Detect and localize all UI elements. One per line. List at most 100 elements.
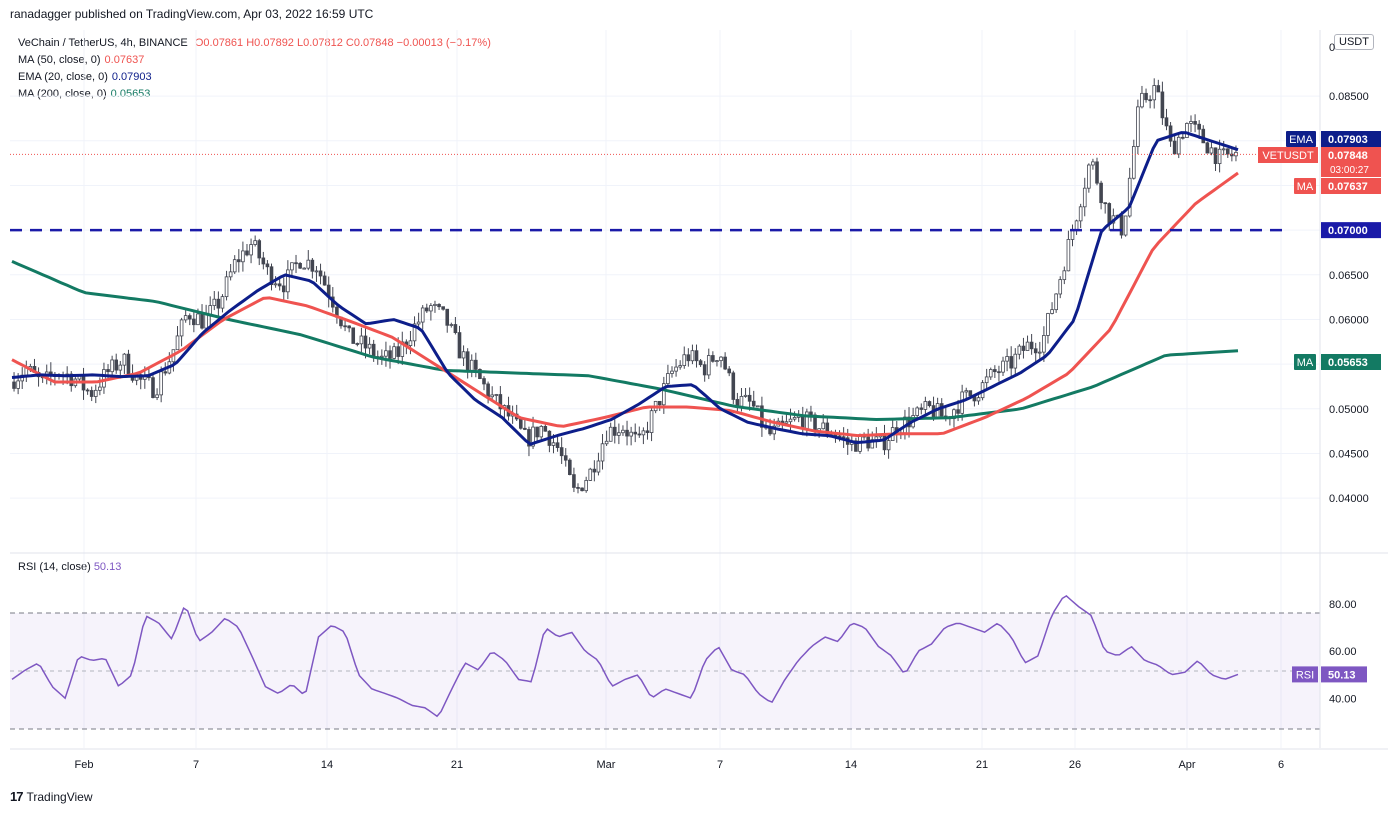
candle-body bbox=[224, 276, 229, 298]
price-tick-label: 0.08500 bbox=[1329, 91, 1369, 103]
candle-body bbox=[408, 340, 413, 346]
candle-body bbox=[760, 405, 764, 428]
price-label-ma: MA 0.07637 bbox=[1294, 178, 1381, 194]
candle-body bbox=[347, 325, 351, 329]
candle-body bbox=[870, 439, 875, 449]
candle-body bbox=[449, 324, 454, 326]
candle-body bbox=[1021, 345, 1026, 351]
candle-body bbox=[1160, 91, 1165, 119]
symbol-row: VeChain / TetherUS, 4h, BINANCE O0.07861… bbox=[18, 35, 491, 52]
candle-body bbox=[1009, 356, 1013, 369]
ema20-line bbox=[11, 131, 1239, 446]
candle-body bbox=[245, 250, 249, 256]
candle-body bbox=[89, 390, 94, 397]
price-label-value-bg bbox=[1321, 178, 1381, 194]
candle-body bbox=[498, 394, 503, 410]
candle-body bbox=[1123, 215, 1128, 236]
candle-body bbox=[118, 364, 123, 371]
candle-body bbox=[1058, 279, 1063, 295]
candle-body bbox=[367, 343, 372, 349]
candle-body bbox=[453, 324, 458, 333]
candle-body bbox=[751, 400, 756, 407]
rsi-tick-label: 60.00 bbox=[1329, 646, 1357, 658]
candle-body bbox=[490, 394, 494, 398]
candle-body bbox=[1025, 341, 1030, 351]
candle-body bbox=[625, 429, 629, 437]
time-tick-label: 21 bbox=[451, 759, 463, 771]
candle-body bbox=[204, 314, 208, 329]
ma50-row[interactable]: MA (50, close, 0) 0.07637 bbox=[18, 52, 491, 69]
candle-body bbox=[322, 275, 327, 286]
candle-body bbox=[747, 394, 752, 402]
candle-body bbox=[993, 369, 997, 373]
candle-body bbox=[576, 487, 580, 489]
ma50-value: 0.07637 bbox=[104, 54, 145, 66]
tradingview-logo-icon[interactable]: 17 bbox=[10, 789, 24, 804]
candle-body bbox=[854, 440, 858, 452]
candle-body bbox=[666, 373, 670, 385]
candle-body bbox=[568, 459, 572, 476]
candle-body bbox=[302, 267, 306, 270]
candle-body bbox=[731, 372, 736, 400]
ema20-row[interactable]: EMA (20, close, 0) 0.07903 bbox=[18, 69, 491, 86]
candle-body bbox=[494, 394, 499, 396]
candle-body bbox=[756, 405, 760, 408]
candle-body bbox=[706, 355, 711, 376]
candle-body bbox=[482, 378, 486, 385]
symbol-name[interactable]: VeChain / TetherUS, 4h, BINANCE bbox=[18, 37, 188, 49]
price-tick-label: 0 bbox=[1329, 42, 1335, 54]
candle-body bbox=[298, 263, 302, 269]
publisher-line: ranadagger published on TradingView.com,… bbox=[10, 7, 374, 21]
candle-body bbox=[261, 257, 266, 265]
time-tick-label: Apr bbox=[1178, 759, 1195, 771]
candle-body bbox=[1221, 148, 1226, 151]
candle-body bbox=[1082, 187, 1087, 208]
candle-body bbox=[1078, 206, 1083, 222]
candle-body bbox=[939, 403, 944, 417]
candle-body bbox=[294, 262, 298, 265]
candle-body bbox=[420, 307, 425, 323]
currency-button[interactable]: USDT bbox=[1334, 34, 1374, 50]
price-label-value-bg bbox=[1321, 354, 1381, 370]
price-label-level: 0.07000 bbox=[1321, 222, 1381, 239]
candle-body bbox=[518, 418, 523, 429]
candle-body bbox=[126, 353, 131, 376]
candle-body bbox=[1131, 146, 1136, 179]
candle-body bbox=[657, 400, 662, 406]
candle-body bbox=[98, 386, 102, 391]
candle-body bbox=[1042, 335, 1046, 353]
candle-body bbox=[1062, 270, 1067, 281]
candle-body bbox=[723, 356, 727, 370]
candle-body bbox=[555, 442, 560, 448]
rsi-legend[interactable]: RSI (14, close) 50.13 bbox=[18, 561, 121, 573]
candle-body bbox=[1201, 128, 1206, 144]
candle-body bbox=[310, 259, 315, 272]
candle-body bbox=[531, 426, 535, 447]
rsi-tick-label: 40.00 bbox=[1329, 693, 1357, 705]
time-tick-label: 26 bbox=[1069, 759, 1081, 771]
candle-body bbox=[1148, 99, 1152, 102]
price-label-value: 0.05653 bbox=[1328, 357, 1368, 369]
rsi-label-value: 50.13 bbox=[1328, 669, 1356, 681]
candle-body bbox=[93, 389, 98, 397]
candle-body bbox=[1029, 341, 1034, 350]
candle-body bbox=[351, 327, 356, 344]
candle-body bbox=[1193, 121, 1197, 125]
candle-body bbox=[371, 343, 376, 357]
brand-name[interactable]: TradingView bbox=[26, 789, 93, 804]
candle-body bbox=[429, 305, 433, 312]
price-tick-label: 0.04500 bbox=[1329, 448, 1369, 460]
candle-body bbox=[988, 369, 993, 378]
candle-body bbox=[1164, 117, 1169, 127]
candle-body bbox=[306, 259, 311, 269]
candle-body bbox=[580, 487, 584, 492]
candle-body bbox=[159, 371, 163, 396]
candle-body bbox=[441, 306, 445, 310]
candle-body bbox=[16, 380, 20, 389]
price-label-timer: 03:00:27 bbox=[1330, 165, 1369, 176]
candle-body bbox=[809, 411, 813, 416]
candle-body bbox=[1103, 202, 1107, 205]
candle-body bbox=[179, 319, 184, 337]
candle-body bbox=[1213, 147, 1218, 165]
